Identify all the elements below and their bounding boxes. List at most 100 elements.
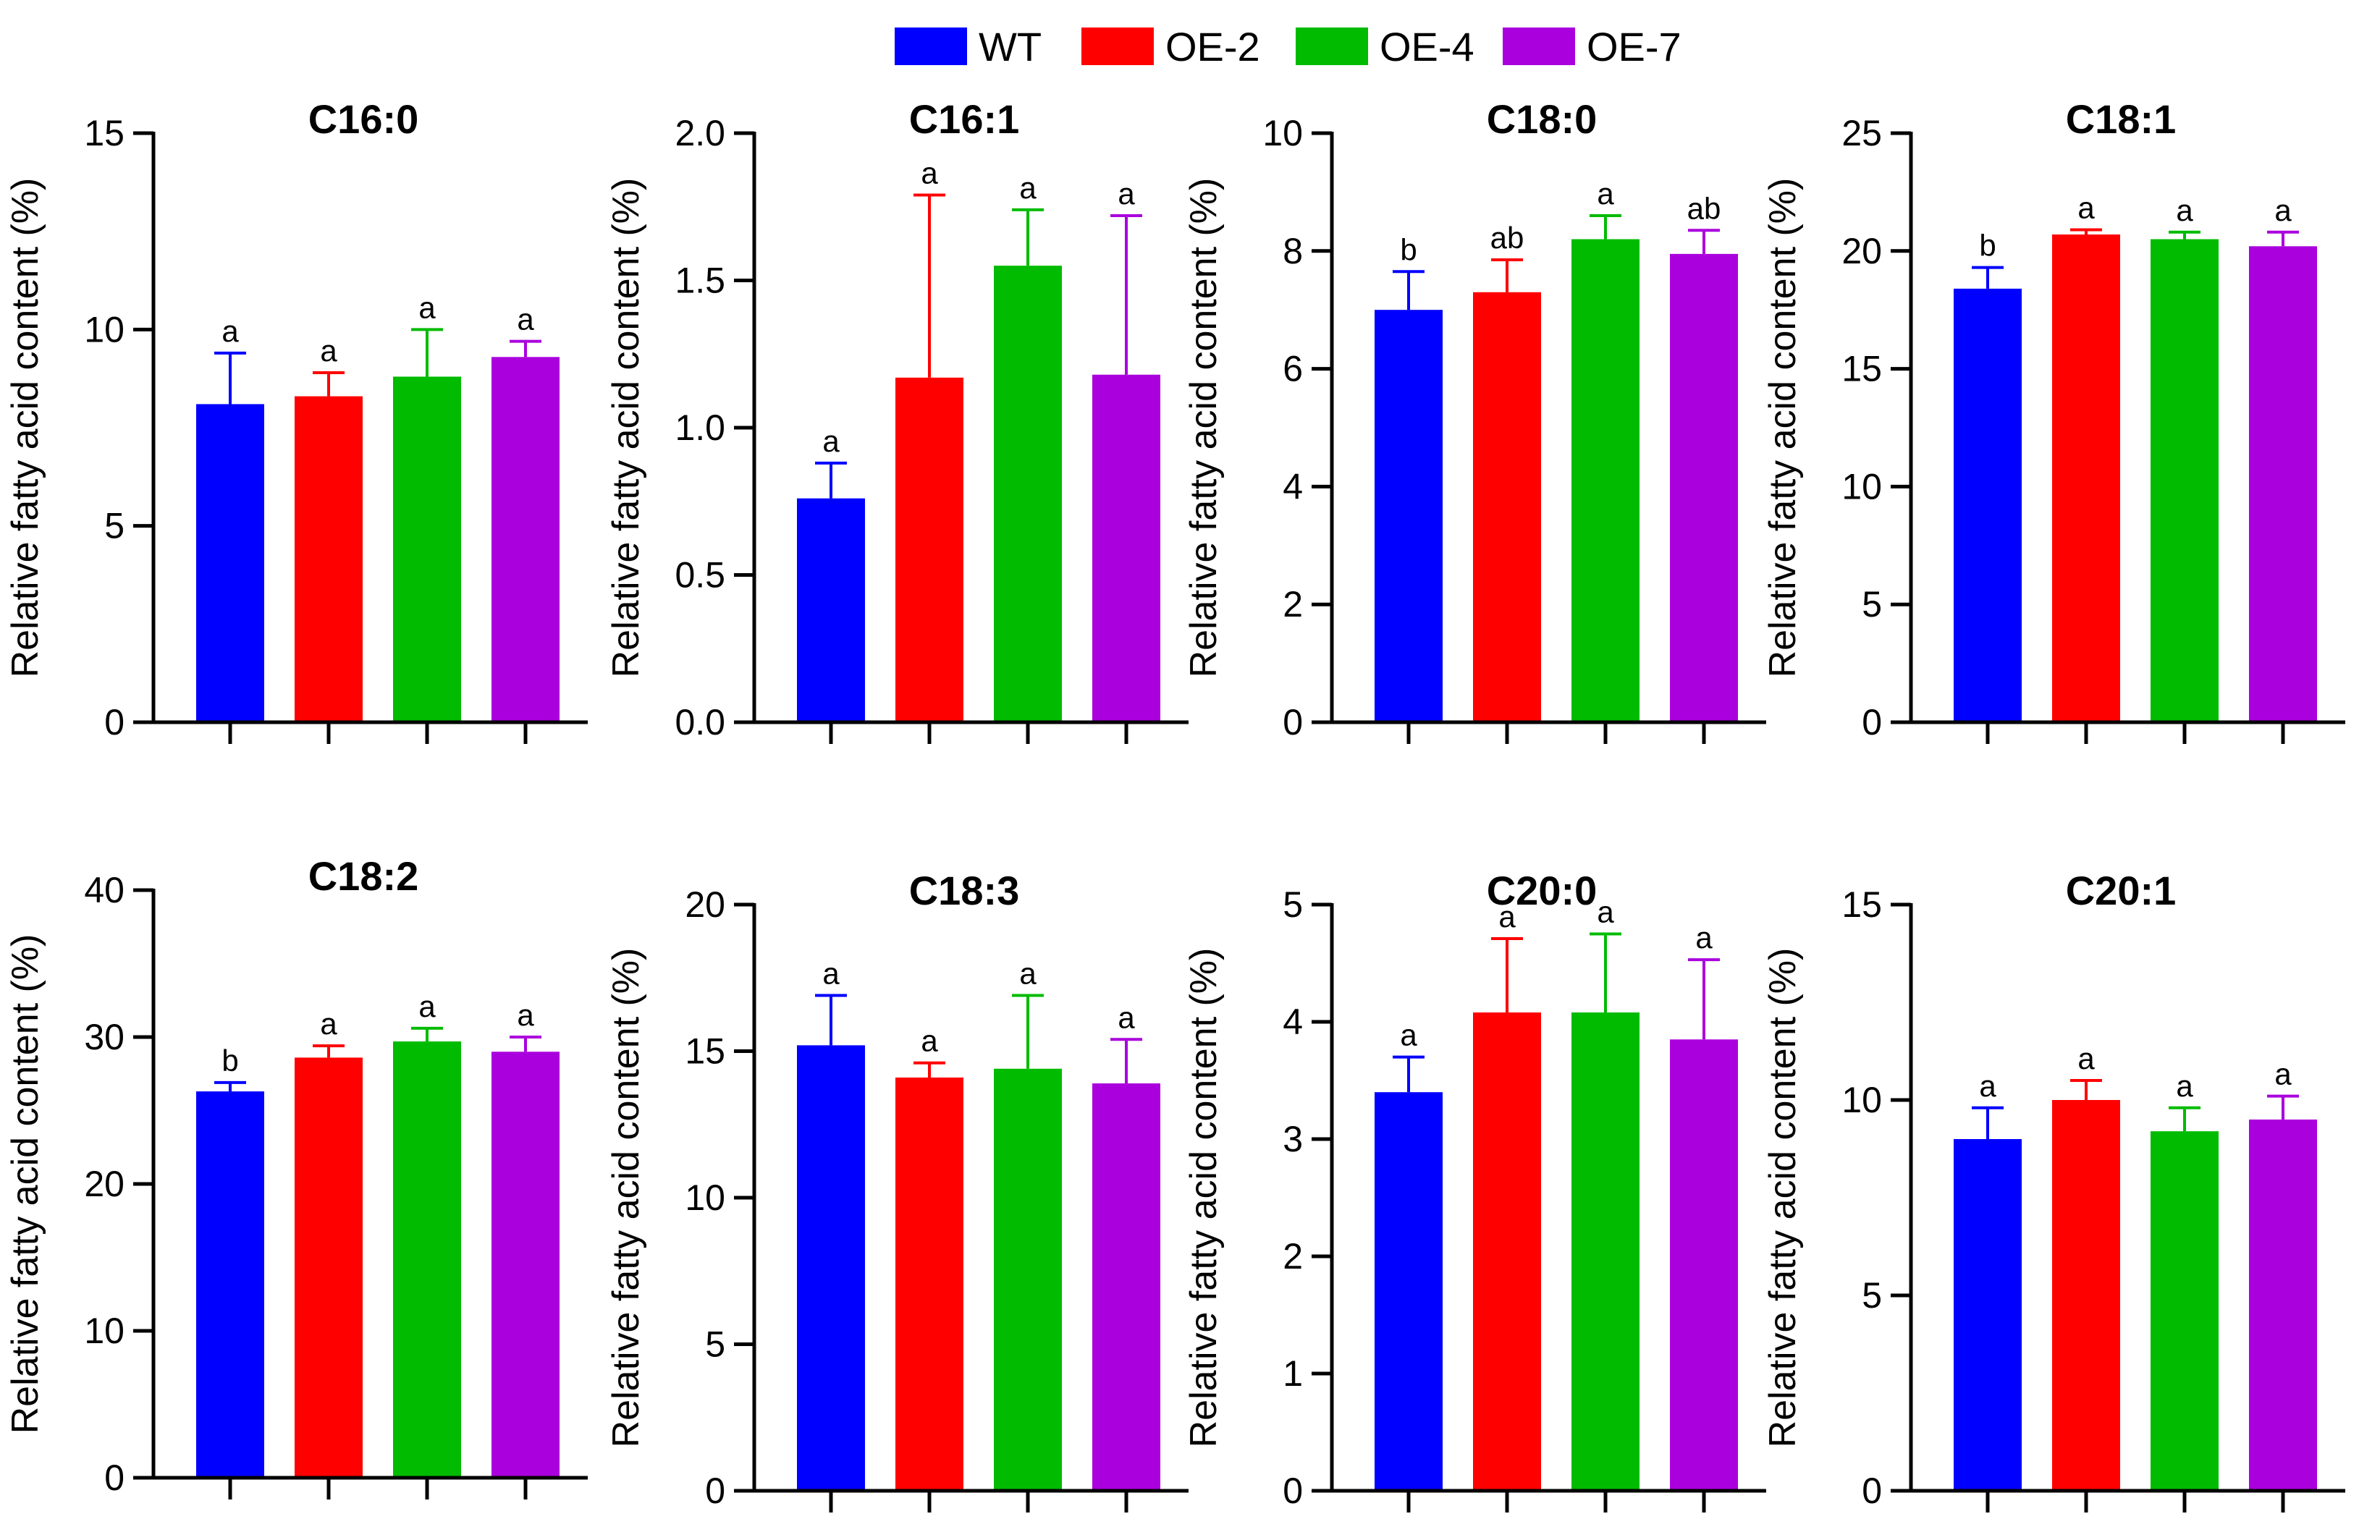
significance-letter: a <box>1597 177 1614 211</box>
bar-wt <box>1954 1139 2022 1491</box>
bar-oe-2 <box>1473 292 1541 722</box>
y-tick-label: 10 <box>1841 1080 1882 1120</box>
y-tick-label: 15 <box>1841 349 1882 389</box>
significance-letter: b <box>1400 232 1417 266</box>
y-tick-label: 0 <box>1283 1471 1303 1511</box>
chart-panel-c18-1: C18:1 Relative fatty acid content (%) b a a a… <box>1762 96 2345 744</box>
significance-letter: a <box>1597 895 1614 929</box>
bar-oe-7 <box>491 1052 560 1478</box>
significance-letter: a <box>221 314 239 348</box>
chart-title: C18:0 <box>1487 96 1598 142</box>
y-tick-label: 2 <box>1283 584 1303 625</box>
y-tick-label: 2.0 <box>675 113 725 153</box>
y-tick-label: 5 <box>1862 1275 1882 1316</box>
chart-panel-c18-3: C18:3 Relative fatty acid content (%) a a a a… <box>605 868 1189 1512</box>
bar-oe-7 <box>1670 1039 1738 1491</box>
chart-title: C18:2 <box>308 853 419 899</box>
bar-oe-4 <box>994 266 1062 722</box>
y-tick-label: 20 <box>1841 231 1882 271</box>
y-tick-label: 0 <box>1862 702 1882 742</box>
bar-oe-2 <box>2052 1100 2120 1491</box>
y-tick-label: 5 <box>705 1324 725 1365</box>
y-tick-label: 1.0 <box>675 407 725 448</box>
bar-wt <box>196 404 264 722</box>
significance-letter: ab <box>1687 191 1721 225</box>
y-tick-label: 0 <box>1283 702 1303 742</box>
significance-letter: a <box>1695 921 1713 955</box>
chart-title: C20:1 <box>2066 868 2177 913</box>
y-tick-label: 5 <box>1862 584 1882 625</box>
bar-oe-2 <box>1473 1012 1541 1491</box>
significance-letter: ab <box>1490 221 1524 255</box>
significance-letter: a <box>1118 177 1135 211</box>
significance-letter: a <box>2274 193 2292 227</box>
chart-title: C16:0 <box>308 96 419 142</box>
bar-oe-4 <box>2151 239 2219 722</box>
legend-label-oe-2: OE-2 <box>1165 24 1260 69</box>
significance-letter: b <box>221 1044 238 1078</box>
bar-oe-2 <box>895 377 963 722</box>
y-axis-label: Relative fatty acid content (%) <box>605 948 647 1448</box>
significance-letter: a <box>517 302 534 337</box>
significance-letter: a <box>418 989 436 1023</box>
significance-letter: a <box>1019 957 1037 991</box>
legend-swatch-oe-4 <box>1296 28 1368 65</box>
y-tick-label: 5 <box>104 506 125 546</box>
bar-wt <box>1375 310 1443 722</box>
y-tick-label: 15 <box>1841 884 1882 925</box>
significance-letter: a <box>418 290 436 324</box>
significance-letter: a <box>320 1007 337 1041</box>
bar-wt <box>196 1091 264 1478</box>
y-tick-label: 10 <box>84 1311 125 1351</box>
significance-letter: a <box>1118 1000 1135 1034</box>
y-tick-label: 0 <box>104 1458 125 1498</box>
significance-letter: b <box>1979 229 1996 263</box>
significance-letter: a <box>517 998 534 1032</box>
chart-panel-c20-1: C20:1 Relative fatty acid content (%) a a a a… <box>1762 868 2345 1512</box>
bar-oe-7 <box>491 357 560 722</box>
chart-panel-c18-0: C18:0 Relative fatty acid content (%) b ab a… <box>1183 96 1766 744</box>
legend-label-wt: WT <box>979 24 1042 69</box>
legend-swatch-oe-2 <box>1081 28 1154 65</box>
y-axis-label: Relative fatty acid content (%) <box>4 934 46 1434</box>
significance-letter: a <box>822 957 840 991</box>
y-tick-label: 40 <box>84 870 125 910</box>
y-tick-label: 1.5 <box>675 261 725 301</box>
y-tick-label: 0 <box>1862 1471 1882 1511</box>
significance-letter: a <box>1400 1018 1417 1052</box>
legend-swatch-wt <box>895 28 967 65</box>
y-axis-label: Relative fatty acid content (%) <box>1183 178 1225 678</box>
y-tick-label: 0 <box>104 702 125 742</box>
chart-title: C18:1 <box>2066 96 2177 142</box>
y-tick-label: 0 <box>705 1471 725 1511</box>
bar-wt <box>1954 288 2022 722</box>
y-tick-label: 10 <box>685 1177 725 1218</box>
bar-wt <box>797 498 865 722</box>
bar-oe-4 <box>393 376 461 722</box>
significance-letter: a <box>1979 1069 1996 1103</box>
y-axis-label: Relative fatty acid content (%) <box>1183 948 1225 1448</box>
y-tick-label: 20 <box>685 884 725 925</box>
y-tick-label: 4 <box>1283 466 1303 507</box>
bar-oe-4 <box>1571 239 1640 722</box>
y-axis-label: Relative fatty acid content (%) <box>1762 948 1804 1448</box>
bar-oe-7 <box>1092 374 1160 722</box>
significance-letter: a <box>921 1024 938 1058</box>
y-tick-label: 15 <box>84 113 125 153</box>
significance-letter: a <box>822 424 840 458</box>
y-tick-label: 15 <box>685 1031 725 1072</box>
bar-oe-4 <box>393 1041 461 1478</box>
y-tick-label: 1 <box>1283 1353 1303 1394</box>
bar-oe-2 <box>895 1077 963 1491</box>
chart-panel-c16-0: C16:0 Relative fatty acid content (%) a a a a… <box>4 96 588 744</box>
bar-oe-4 <box>1571 1012 1640 1491</box>
bar-oe-2 <box>295 1057 363 1478</box>
significance-letter: a <box>2274 1057 2292 1091</box>
y-tick-label: 0.0 <box>675 702 725 742</box>
y-tick-label: 3 <box>1283 1119 1303 1159</box>
bar-wt <box>1375 1092 1443 1491</box>
chart-title: C16:1 <box>909 96 1020 142</box>
y-tick-label: 30 <box>84 1017 125 1057</box>
y-tick-label: 5 <box>1283 884 1303 925</box>
